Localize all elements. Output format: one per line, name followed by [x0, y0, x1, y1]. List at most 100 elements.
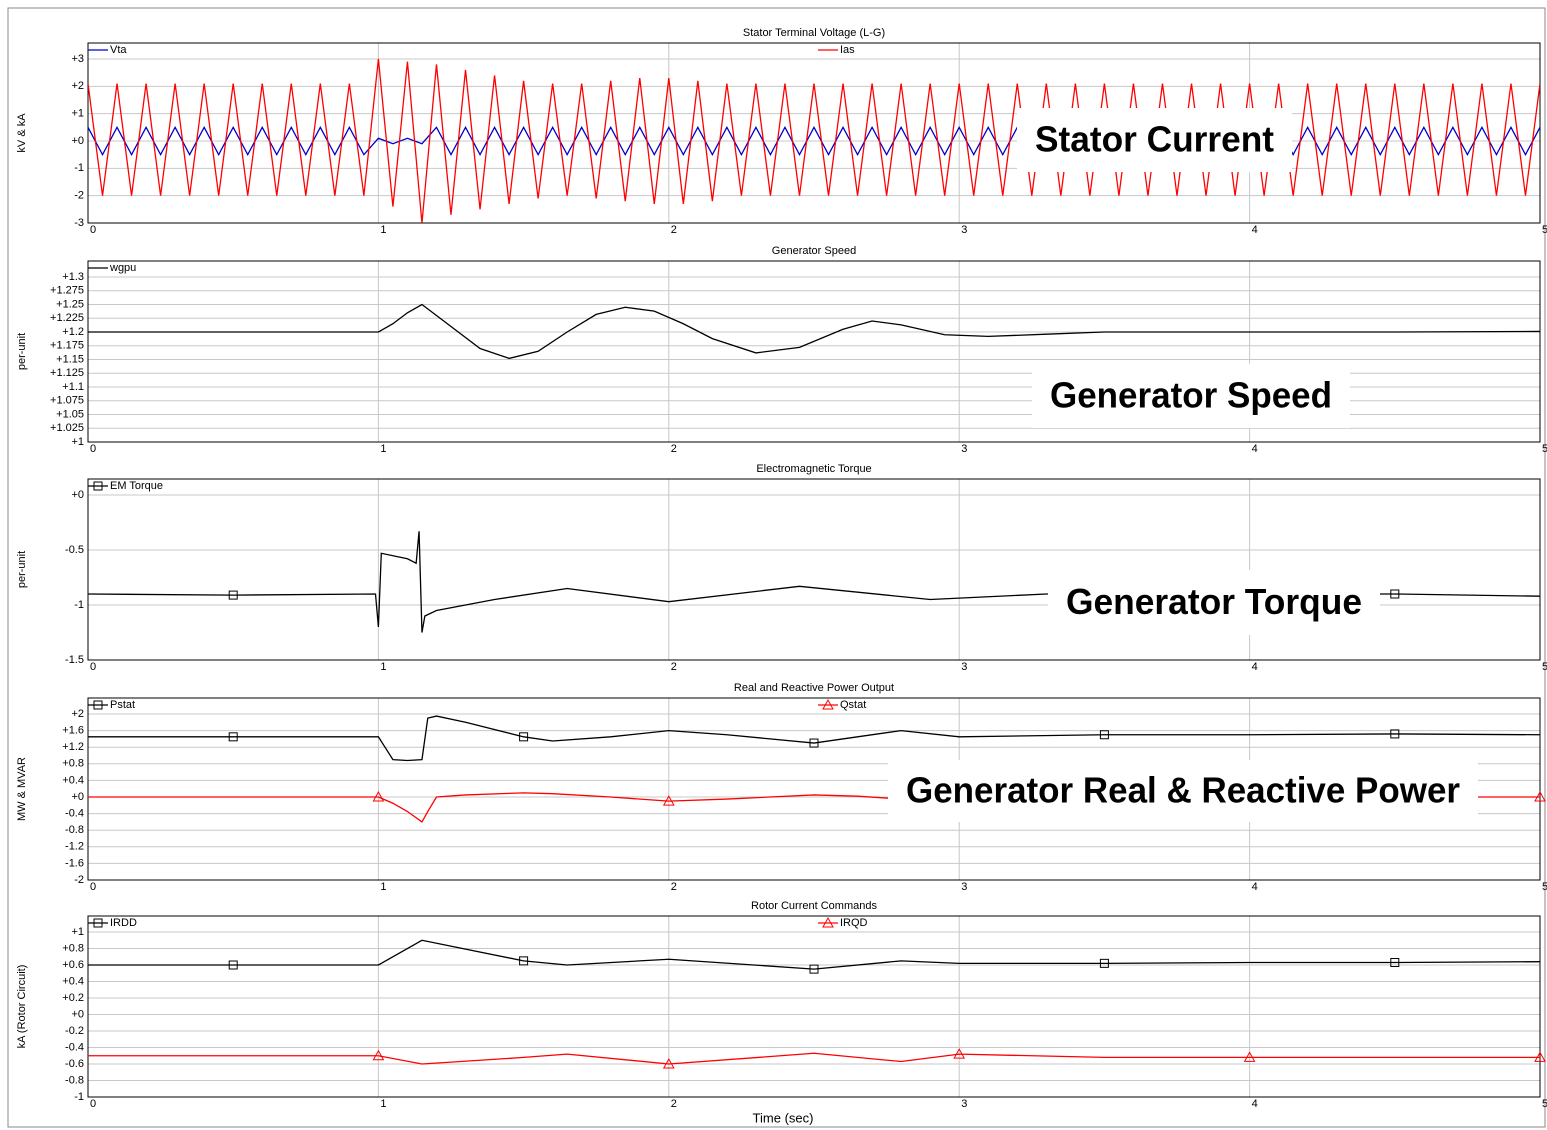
y-tick-label: +0.8 — [62, 942, 84, 954]
series-line — [88, 58, 1540, 223]
x-tick-label: 1 — [380, 661, 386, 673]
y-tick-label: +1.25 — [56, 298, 84, 310]
annotation: Stator Current — [1035, 119, 1274, 160]
marker — [93, 700, 103, 710]
annotation: Generator Speed — [1050, 375, 1332, 416]
y-tick-label: -0.2 — [65, 1025, 84, 1037]
y-tick-label: +1.6 — [62, 725, 84, 737]
marker — [1390, 729, 1400, 739]
y-tick-label: -1 — [74, 162, 84, 174]
x-tick-label: 5 — [1542, 881, 1547, 893]
x-tick-label: 3 — [961, 443, 967, 455]
x-tick-label: 1 — [380, 1098, 386, 1110]
x-tick-label: 4 — [1252, 224, 1258, 236]
legend-label: Ias — [840, 44, 855, 56]
figure-frame — [7, 7, 1546, 1128]
y-tick-label: +1.175 — [50, 340, 84, 352]
y-tick-label: +2 — [71, 80, 84, 92]
marker — [809, 964, 819, 974]
series-line — [88, 1052, 1540, 1065]
legend-label: Pstat — [110, 699, 135, 711]
marker — [519, 956, 529, 966]
marker — [93, 481, 103, 491]
y-tick-label: -1 — [74, 1091, 84, 1103]
marker — [372, 1049, 385, 1061]
y-tick-label: +0.2 — [62, 992, 84, 1004]
annotation-box — [1032, 364, 1350, 428]
marker — [822, 698, 834, 710]
y-tick-label: -0.8 — [65, 824, 84, 836]
y-tick-label: -2 — [74, 190, 84, 202]
y-axis-label: kV & kA — [16, 113, 28, 153]
x-tick-label: 2 — [671, 1098, 677, 1110]
chart-title: Real and Reactive Power Output — [734, 682, 894, 694]
marker — [809, 738, 819, 748]
y-tick-label: +0 — [71, 489, 84, 501]
annotation-box — [1048, 570, 1380, 635]
y-tick-label: +1.225 — [50, 312, 84, 324]
y-tick-label: +0.4 — [62, 975, 84, 987]
x-tick-label: 4 — [1252, 1098, 1258, 1110]
y-tick-label: +1.2 — [62, 326, 84, 338]
y-tick-label: -0.5 — [65, 544, 84, 556]
y-tick-label: -1.6 — [65, 857, 84, 869]
x-tick-label: 0 — [90, 443, 96, 455]
x-tick-label: 0 — [90, 881, 96, 893]
legend-label: wgpu — [109, 262, 136, 274]
plot-frame — [87, 478, 1541, 661]
y-axis-label: MW & MVAR — [16, 757, 28, 821]
x-tick-label: 1 — [380, 224, 386, 236]
y-tick-label: +0.8 — [62, 758, 84, 770]
x-tick-label: 3 — [961, 881, 967, 893]
y-tick-label: +1.15 — [56, 353, 84, 365]
y-tick-label: -0.4 — [65, 1041, 84, 1053]
y-tick-label: +1.1 — [62, 381, 84, 393]
y-axis-label: per-unit — [16, 333, 28, 370]
marker — [1099, 958, 1109, 968]
x-tick-label: 0 — [90, 1098, 96, 1110]
y-tick-label: -1 — [74, 599, 84, 611]
chart-title: Generator Speed — [772, 245, 856, 257]
x-tick-label: 5 — [1542, 661, 1547, 673]
marker — [1099, 730, 1109, 740]
y-axis-label: per-unit — [16, 551, 28, 588]
plot-frame — [87, 915, 1541, 1098]
y-tick-label: -0.8 — [65, 1074, 84, 1086]
marker — [1534, 1051, 1546, 1062]
x-tick-label: 1 — [380, 443, 386, 455]
marker — [822, 916, 834, 928]
x-tick-label: 4 — [1252, 661, 1258, 673]
x-tick-label: 2 — [671, 881, 677, 893]
legend-label: Qstat — [840, 699, 866, 711]
y-tick-label: -2 — [74, 874, 84, 886]
marker — [1534, 790, 1546, 802]
marker — [228, 590, 238, 600]
annotation: Generator Torque — [1066, 581, 1362, 622]
marker — [1390, 958, 1400, 968]
x-tick-label: 2 — [671, 661, 677, 673]
x-tick-label: 1 — [380, 881, 386, 893]
x-tick-label: 5 — [1542, 1098, 1547, 1110]
y-tick-label: +1.075 — [50, 395, 84, 407]
y-tick-label: +1 — [71, 108, 84, 120]
series-line — [88, 715, 1540, 762]
legend-label: IRQD — [840, 917, 868, 929]
y-tick-label: +0 — [71, 791, 84, 803]
marker — [662, 795, 675, 806]
y-tick-label: +1 — [71, 926, 84, 938]
series-line — [88, 939, 1540, 970]
marker — [228, 732, 238, 742]
annotation-box — [1017, 108, 1292, 172]
y-tick-label: +0 — [71, 135, 84, 147]
y-tick-label: +0.4 — [62, 774, 84, 786]
chart-title: Stator Terminal Voltage (L-G) — [743, 27, 885, 39]
series-line — [88, 125, 1540, 157]
series-line — [88, 303, 1540, 360]
plot-frame — [87, 260, 1541, 443]
annotation-box — [888, 760, 1478, 822]
y-tick-label: +1.2 — [62, 741, 84, 753]
marker — [1243, 1051, 1256, 1062]
marker — [953, 1048, 966, 1059]
y-tick-label: -1.2 — [65, 841, 84, 853]
